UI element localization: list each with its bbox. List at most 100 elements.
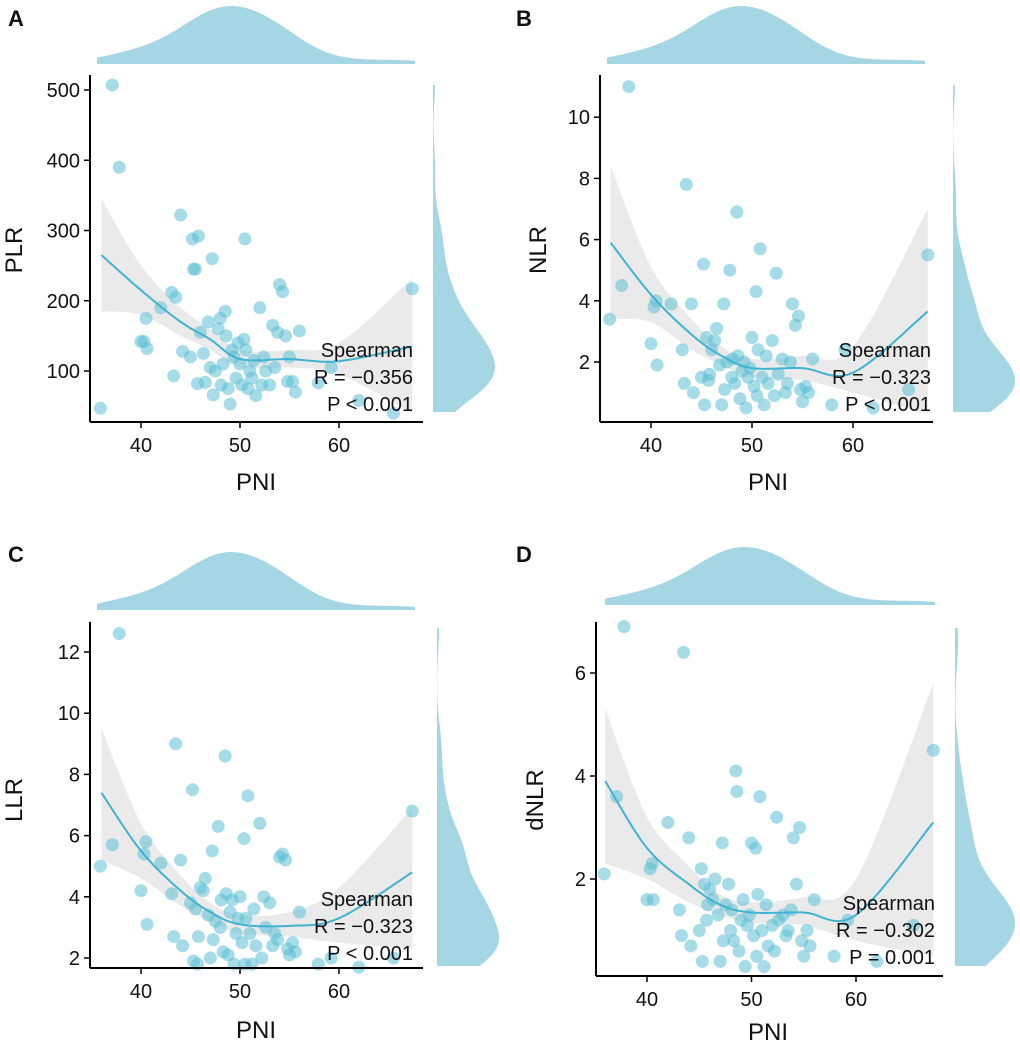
data-point [713, 954, 727, 968]
data-point [767, 389, 781, 403]
y-axis-label: dNLR [522, 769, 549, 830]
data-point [386, 951, 400, 965]
stat-p: P < 0.001 [327, 394, 413, 416]
data-point [682, 831, 696, 845]
data-point [386, 406, 400, 420]
data-point [770, 810, 784, 824]
data-point [238, 232, 252, 246]
data-point [739, 401, 753, 415]
y-tick-label: 200 [47, 291, 80, 313]
data-point [677, 376, 691, 390]
data-point [730, 784, 744, 798]
data-point [718, 383, 732, 397]
data-point [263, 378, 277, 392]
data-point [134, 884, 148, 898]
data-point [753, 242, 767, 256]
data-point [716, 934, 730, 948]
data-point [279, 853, 293, 867]
fit-line [100, 792, 413, 928]
data-point [644, 337, 658, 351]
x-marginal-density [97, 552, 415, 610]
data-point [745, 331, 759, 345]
x-marginal-density [605, 547, 935, 605]
data-point [167, 369, 181, 383]
data-point [684, 297, 698, 311]
data-point [708, 334, 722, 348]
data-point [176, 939, 190, 953]
data-point [174, 853, 188, 867]
y-marginal-density [433, 85, 495, 412]
stat-r: R = −0.356 [314, 367, 413, 389]
data-point [708, 872, 722, 886]
y-tick-label: 6 [69, 826, 80, 848]
y-tick-label: 4 [69, 887, 80, 909]
data-point [742, 908, 756, 922]
data-point [700, 913, 714, 927]
data-point [674, 929, 688, 943]
data-point [615, 279, 629, 292]
data-point [283, 350, 296, 364]
y-tick-label: 2 [69, 948, 80, 970]
y-tick-label: 500 [47, 80, 80, 102]
data-point [205, 844, 219, 858]
data-point [279, 329, 293, 343]
data-point [112, 627, 126, 641]
data-point [806, 352, 820, 366]
stat-method: Spearman [839, 340, 931, 362]
data-point [677, 645, 691, 659]
data-point [784, 903, 798, 917]
confidence-band [101, 198, 413, 414]
data-point [237, 832, 251, 846]
data-point [759, 349, 773, 363]
data-point [803, 939, 817, 953]
data-point [902, 383, 916, 397]
stat-method: Spearman [321, 340, 413, 362]
data-point [233, 357, 247, 371]
data-point [729, 764, 743, 778]
data-point [198, 871, 212, 885]
data-point [352, 394, 366, 408]
x-tick-label: 50 [740, 989, 762, 1011]
x-tick-label: 50 [229, 981, 251, 1003]
stat-r: R = −0.302 [836, 920, 935, 942]
data-point [239, 911, 253, 925]
data-point [921, 248, 935, 262]
data-point [786, 831, 800, 845]
y-marginal-density [437, 628, 499, 966]
data-point [603, 312, 617, 326]
data-point [206, 933, 220, 947]
data-point [169, 737, 183, 751]
data-point [757, 960, 771, 974]
data-point [211, 819, 225, 833]
data-point [324, 951, 338, 965]
data-point [405, 804, 419, 818]
data-point [827, 949, 841, 963]
data-point [169, 290, 183, 304]
data-point [698, 398, 712, 412]
data-point [105, 78, 119, 92]
data-point [139, 311, 153, 325]
data-point [239, 343, 253, 357]
confidence-band [101, 728, 413, 949]
stat-p: P = 0.001 [849, 947, 935, 969]
data-point [221, 948, 235, 962]
x-axis-label: PNI [236, 1017, 276, 1044]
data-point [292, 324, 306, 338]
data-point [201, 315, 215, 329]
data-point [191, 229, 205, 243]
data-point [710, 321, 724, 335]
data-point [263, 896, 277, 910]
data-point [797, 949, 811, 963]
data-point [697, 257, 711, 271]
data-point [645, 857, 659, 871]
data-point [597, 867, 611, 881]
data-point [188, 262, 202, 276]
data-point [866, 401, 880, 415]
data-point [205, 252, 219, 266]
data-point [765, 334, 779, 348]
data-point [749, 841, 763, 855]
data-point [405, 282, 419, 296]
data-point [245, 371, 259, 385]
stat-method: Spearman [321, 889, 413, 911]
